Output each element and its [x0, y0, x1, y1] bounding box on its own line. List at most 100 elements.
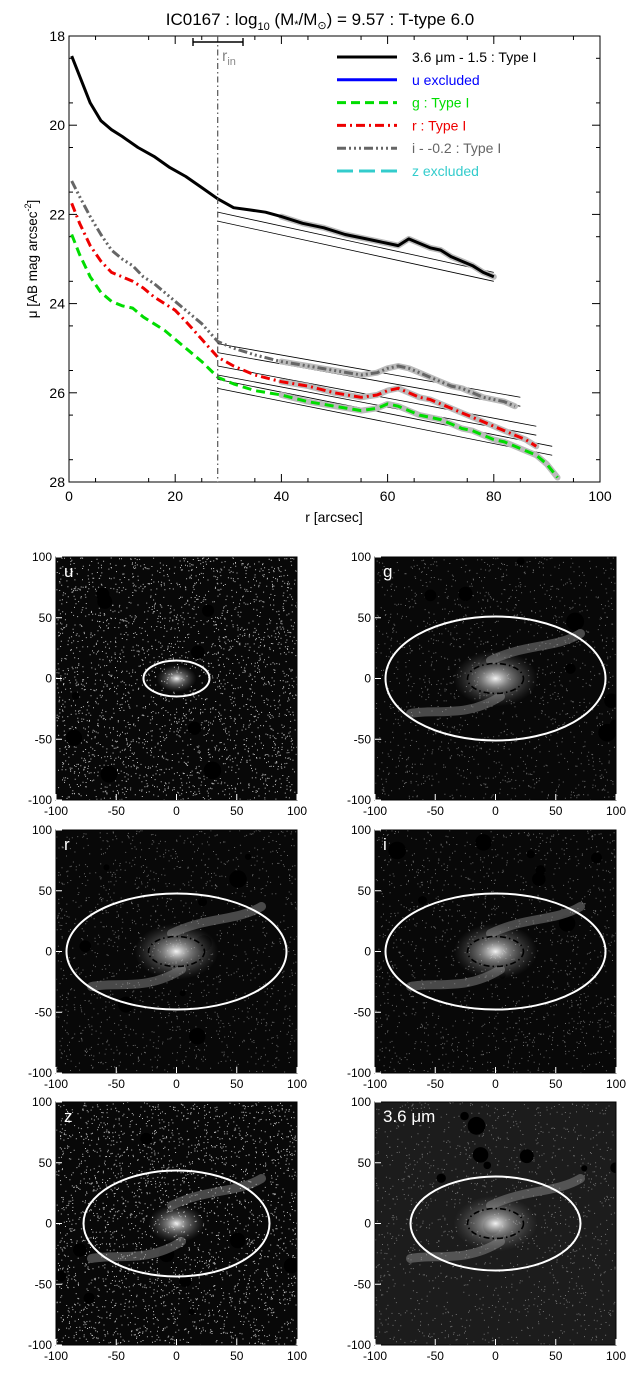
x-tick-label: 100 — [588, 488, 612, 504]
panel-y-tick-label: -50 — [35, 1005, 53, 1019]
galaxy-core — [148, 1204, 205, 1243]
panel-x-tick-label: -100 — [363, 1349, 387, 1363]
y-tick-label: 26 — [49, 385, 65, 401]
panel-x-tick-label: 50 — [230, 1077, 244, 1091]
y-axis-ticks: 18 20 22 24 26 28 — [49, 28, 600, 490]
panel-x-tick-label: -100 — [363, 804, 387, 818]
legend-label: z excluded — [412, 163, 479, 179]
panel-y-tick-label: 0 — [45, 945, 52, 959]
masked-star — [198, 897, 208, 907]
y-tick-label: 22 — [49, 206, 65, 222]
plot-frame — [68, 35, 601, 483]
masked-star — [244, 853, 252, 860]
series-error-band — [278, 378, 540, 450]
panel-y-tick-label: 0 — [364, 672, 371, 686]
image-panel-6: 3.6 μm -100 -50 0 50 100 100 50 0 -50 -100 — [347, 1095, 626, 1363]
masked-star — [467, 1116, 486, 1135]
panel-x-tick-label: 0 — [173, 1077, 180, 1091]
series-line — [70, 202, 538, 448]
rin-range-bar — [192, 38, 244, 46]
panel-y-tick-label: -50 — [35, 1277, 53, 1291]
panel-x-tick-label: -100 — [44, 1349, 68, 1363]
masked-star — [190, 645, 205, 660]
x-tick-label: 20 — [167, 488, 183, 504]
masked-star — [97, 594, 113, 609]
masked-star — [558, 915, 576, 932]
inner-ellipse — [466, 1207, 525, 1240]
masked-star — [516, 557, 525, 565]
fit-line — [217, 343, 521, 398]
panel-y-tick-label: 100 — [351, 1095, 371, 1109]
panel-label: 3.6 μm — [383, 1107, 435, 1126]
masked-star — [230, 1232, 246, 1249]
x-tick-label: 0 — [65, 488, 73, 504]
panel-y-tick-label: 50 — [39, 611, 53, 625]
masked-star — [483, 1161, 492, 1170]
fit-line — [217, 220, 494, 282]
panel-label: g — [383, 562, 392, 581]
masked-star — [118, 996, 135, 1013]
image-panel-1: u -100 -50 0 50 100 100 50 0 -50 -100 — [28, 550, 307, 818]
masked-star — [566, 612, 585, 631]
image-noise — [375, 830, 616, 1073]
inner-ellipse — [147, 935, 206, 968]
masked-star — [609, 719, 616, 730]
panel-y-tick-label: 0 — [45, 1217, 52, 1231]
fit-line — [217, 387, 553, 456]
image-panel-5: z -100 -50 0 50 100 100 50 0 -50 -100 — [28, 1095, 307, 1363]
legend: 3.6 μm - 1.5 : Type I u excluded g : Type … — [337, 49, 537, 179]
fit-line — [217, 374, 537, 436]
panel-x-tick-label: 50 — [549, 1349, 563, 1363]
panel-y-tick-label: 0 — [45, 672, 52, 686]
masked-star — [519, 1149, 534, 1164]
panel-x-tick-label: -100 — [44, 804, 68, 818]
x-tick-label: 40 — [274, 488, 290, 504]
panel-y-tick-label: 100 — [32, 823, 52, 837]
x-axis-ticks: 0 20 40 60 80 100 — [65, 36, 612, 504]
panel-x-tick-label: 100 — [606, 804, 626, 818]
masked-star — [526, 850, 535, 859]
panel-x-tick-label: -50 — [427, 1077, 445, 1091]
masked-star — [189, 1028, 206, 1045]
legend-label: i - -0.2 : Type I — [412, 140, 501, 156]
masked-star — [79, 940, 92, 953]
panel-label: u — [64, 562, 73, 581]
masked-star — [65, 729, 83, 746]
profile-series — [70, 55, 561, 481]
legend-label: u excluded — [412, 72, 480, 88]
rin-label: rin — [222, 48, 236, 68]
panel-x-tick-label: -100 — [363, 1077, 387, 1091]
panel-x-tick-label: 100 — [606, 1349, 626, 1363]
image-panel-3: r -100 -50 0 50 100 100 50 0 -50 -100 — [28, 823, 307, 1091]
panel-y-tick-label: 50 — [39, 884, 53, 898]
spiral-arm — [87, 1237, 186, 1263]
panel-x-tick-label: -50 — [427, 1349, 445, 1363]
panel-x-tick-label: 100 — [606, 1077, 626, 1091]
panel-y-tick-label: 50 — [358, 1156, 372, 1170]
galaxy-core — [156, 664, 197, 693]
masked-star — [424, 589, 437, 602]
masked-star — [388, 841, 406, 860]
y-axis-label: μ [AB mag arcsec-2] — [23, 200, 40, 319]
masked-star — [73, 1243, 87, 1257]
image-panel-4: i -100 -50 0 50 100 100 50 0 -50 -100 — [347, 823, 626, 1091]
y-tick-label: 28 — [49, 474, 65, 490]
panel-x-tick-label: 0 — [492, 1077, 499, 1091]
panel-x-tick-label: -100 — [44, 1077, 68, 1091]
legend-label: 3.6 μm - 1.5 : Type I — [412, 49, 537, 65]
panel-x-tick-label: 100 — [287, 804, 307, 818]
series-line — [70, 55, 495, 279]
y-tick-label: 20 — [49, 117, 65, 133]
masked-star — [103, 864, 110, 871]
masked-star — [202, 604, 215, 617]
galaxy-core — [453, 923, 538, 980]
masked-star — [100, 765, 118, 783]
masked-star — [532, 872, 546, 886]
masked-star — [458, 586, 473, 601]
panel-y-tick-label: -100 — [347, 1066, 371, 1080]
inner-ellipse — [466, 662, 525, 695]
panel-x-tick-label: 50 — [230, 1349, 244, 1363]
panel-x-tick-label: -50 — [427, 804, 445, 818]
fit-ellipse — [82, 1169, 271, 1278]
